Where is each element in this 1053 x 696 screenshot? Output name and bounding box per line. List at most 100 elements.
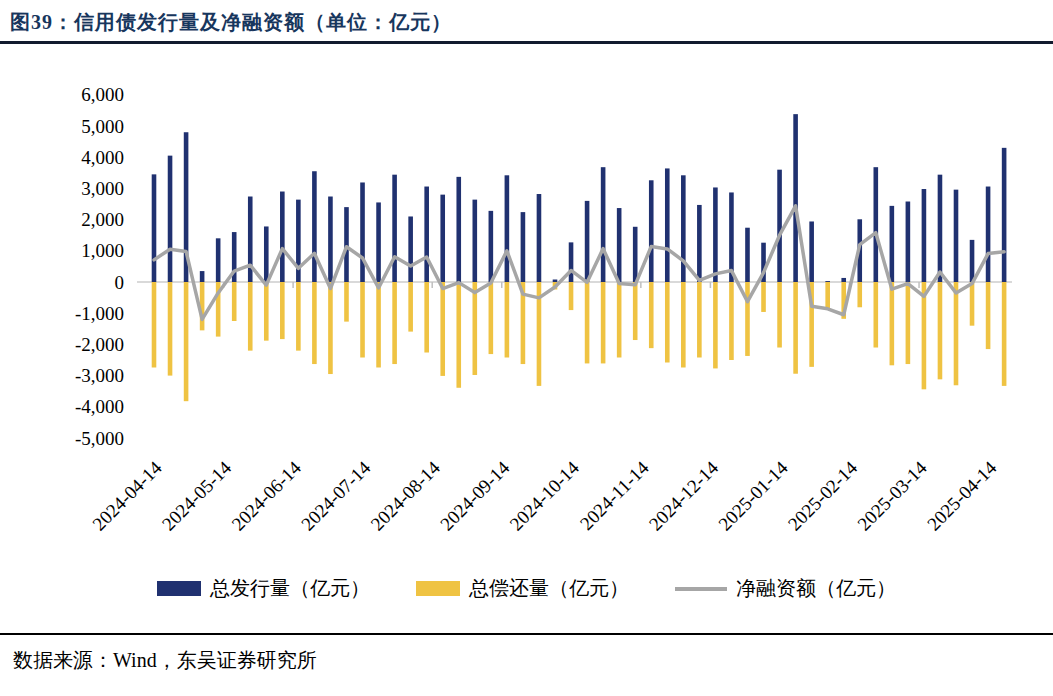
repayment-bar (296, 282, 301, 351)
repayment-bar (473, 282, 478, 375)
issuance-bar (424, 187, 429, 282)
issuance-bar (970, 240, 975, 282)
y-axis-tick-label: -1,000 (75, 303, 124, 324)
repayment-bar (793, 282, 798, 374)
repayment-bar (665, 282, 670, 362)
y-axis-tick-label: 0 (115, 272, 125, 293)
repayment-bar (328, 282, 333, 374)
repayment-bar (344, 282, 349, 322)
repayment-bar (184, 282, 189, 401)
repayment-bar (312, 282, 317, 364)
x-axis-tick-label: 2024-04-14 (88, 457, 166, 535)
source-divider (0, 633, 1053, 635)
repayment-bar (264, 282, 269, 341)
issuance-bar (681, 175, 686, 282)
issuance-bar (874, 167, 879, 282)
x-axis-tick-label: 2024-08-14 (366, 457, 444, 535)
issuance-bar (1002, 148, 1007, 282)
repayment-bar (825, 282, 830, 310)
issuance-bar (392, 175, 397, 282)
issuance-bar (152, 174, 157, 282)
repayment-bar (633, 282, 638, 340)
repayment-bar (681, 282, 686, 367)
legend-label-issuance: 总发行量（亿元） (210, 575, 370, 602)
repayment-bar (954, 282, 959, 385)
y-axis-tick-label: 2,000 (81, 209, 124, 230)
repayment-bar (569, 282, 574, 310)
issuance-bar (601, 167, 606, 282)
legend-item-net: 净融资额（亿元） (675, 575, 896, 602)
x-axis-tick-label: 2025-04-14 (923, 457, 1001, 535)
y-axis-tick-label: -4,000 (75, 396, 124, 417)
repayment-bar (713, 282, 718, 368)
repayment-bar (745, 282, 750, 356)
x-axis-tick-label: 2025-02-14 (784, 457, 862, 535)
issuance-bar (360, 182, 365, 282)
repayment-bar (232, 282, 237, 321)
issuance-bar (216, 238, 221, 282)
repayment-bar (649, 282, 654, 348)
repayment-bar (456, 282, 461, 388)
repayment-bar (617, 282, 622, 358)
issuance-bar (841, 278, 846, 282)
issuance-bar (665, 168, 670, 282)
x-axis-tick-label: 2024-07-14 (297, 457, 375, 535)
y-axis-tick-label: -3,000 (75, 365, 124, 386)
repayment-bar (874, 282, 879, 348)
x-axis-tick-label: 2024-06-14 (227, 457, 305, 535)
repayment-bar (248, 282, 253, 351)
issuance-bar (938, 175, 943, 282)
y-axis-tick-label: 5,000 (81, 116, 124, 137)
legend-item-issuance: 总发行量（亿元） (157, 575, 370, 602)
repayment-bar (585, 282, 590, 363)
issuance-bar (729, 192, 734, 282)
issuance-bar (521, 212, 526, 282)
x-axis-tick-label: 2024-11-14 (576, 457, 653, 534)
issuance-bar (713, 187, 718, 282)
issuance-bar (376, 202, 381, 282)
issuance-bar (200, 271, 205, 282)
issuance-bar (585, 201, 590, 282)
y-axis-tick-label: -2,000 (75, 334, 124, 355)
repayment-bar (857, 282, 862, 307)
issuance-bar (553, 280, 558, 282)
issuance-bar (777, 170, 782, 282)
issuance-bar (328, 197, 333, 282)
x-axis-tick-label: 2025-01-14 (714, 457, 792, 535)
issuance-bar (697, 205, 702, 282)
repayment-bar (392, 282, 397, 364)
issuance-bar (473, 200, 478, 282)
issuance-bar (344, 207, 349, 282)
issuance-bar (505, 175, 510, 282)
y-axis-tick-label: 3,000 (81, 178, 124, 199)
x-axis-tick-label: 2025-03-14 (853, 457, 931, 535)
legend-label-net: 净融资额（亿元） (736, 575, 896, 602)
repayment-bar (489, 282, 494, 354)
repayment-bar (168, 282, 173, 376)
repayment-bar (697, 282, 702, 358)
data-source: 数据来源：Wind，东吴证券研究所 (13, 647, 317, 674)
issuance-bar (890, 206, 895, 282)
figure-title: 图39：信用债发行量及净融资额（单位：亿元） (10, 9, 452, 36)
repayment-bar (729, 282, 734, 360)
issuance-bar (633, 227, 638, 282)
issuance-swatch (157, 581, 201, 596)
issuance-bar (264, 226, 269, 282)
issuance-bar (986, 187, 991, 282)
issuance-bar (569, 242, 574, 282)
x-axis-tick-label: 2024-09-14 (436, 457, 514, 535)
issuance-bar (649, 180, 654, 282)
issuance-bar (440, 195, 445, 282)
issuance-bar (312, 171, 317, 282)
issuance-bar (489, 211, 494, 282)
y-axis-tick-label: 1,000 (81, 240, 124, 261)
repayment-bar (777, 282, 782, 348)
repayment-bar (970, 282, 975, 326)
credit-bond-chart-canvas: 6,0005,0004,0003,0002,0001,0000-1,000-2,… (0, 40, 1053, 570)
repayment-bar (938, 282, 943, 379)
issuance-bar (456, 177, 461, 282)
repayment-bar (280, 282, 285, 339)
repayment-bar (761, 282, 766, 312)
y-axis-tick-label: -5,000 (75, 428, 124, 449)
repayment-bar (424, 282, 429, 353)
